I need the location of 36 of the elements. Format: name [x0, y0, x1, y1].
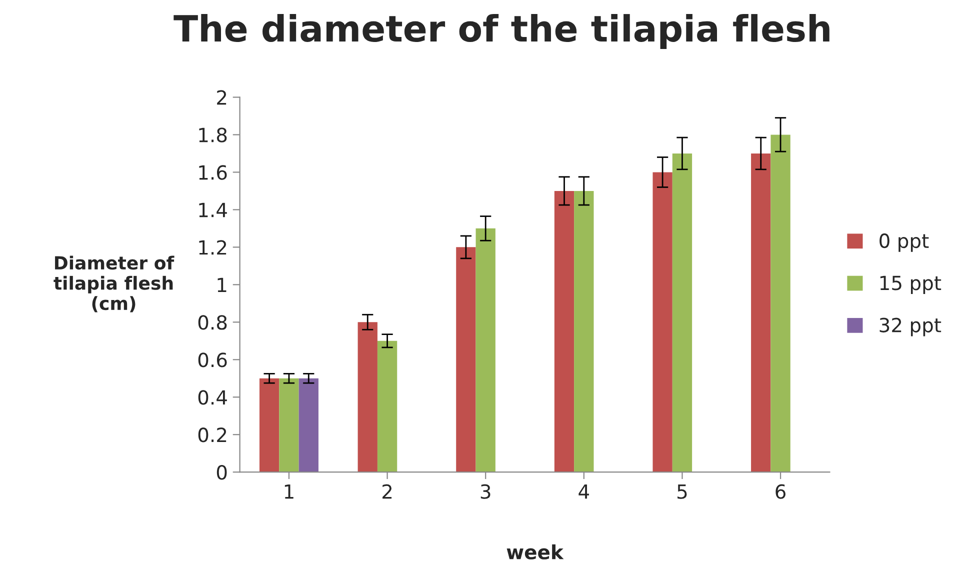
legend-label: 0 ppt: [880, 233, 929, 252]
x-tick-label: 6: [776, 484, 786, 499]
legend-label: 15 ppt: [880, 276, 942, 294]
bar: [672, 153, 692, 472]
x-tick-label: 1: [284, 484, 294, 499]
y-tick-label: 2: [217, 90, 226, 105]
y-tick-label: 1.8: [199, 128, 227, 142]
y-tick-label: 0.2: [198, 428, 226, 442]
y-tick-label: 1.4: [199, 202, 227, 218]
y-tick-label: 0.8: [198, 315, 227, 330]
bar: [751, 153, 771, 472]
bar: [456, 247, 476, 472]
x-tick-label: 2: [382, 484, 392, 499]
bar: [259, 378, 280, 472]
x-tick-label: 4: [578, 484, 589, 499]
bar: [298, 378, 318, 472]
y-tick-label: 1.2: [199, 240, 226, 255]
y-axis-title: Diameter of tilapia flesh (cm): [54, 256, 174, 312]
legend-label: 32 ppt: [880, 318, 942, 336]
bar: [358, 322, 378, 472]
bar: [574, 190, 594, 472]
x-axis-title: week: [506, 544, 564, 560]
chart-title: The diameter of the tilapia flesh: [174, 14, 830, 49]
bar: [377, 340, 398, 472]
bar: [554, 190, 574, 472]
y-tick-label: 1: [218, 278, 226, 292]
x-tick-label: 3: [480, 484, 490, 499]
y-tick-label: 0: [216, 465, 227, 480]
bar: [652, 172, 672, 472]
bar: [770, 134, 790, 472]
x-tick-label: 5: [678, 484, 687, 499]
bar: [279, 378, 299, 472]
y-tick-label: 1.6: [199, 165, 227, 180]
bar: [476, 228, 496, 472]
y-tick-label: 0.4: [198, 390, 227, 405]
y-tick-label: 0.6: [198, 352, 227, 368]
